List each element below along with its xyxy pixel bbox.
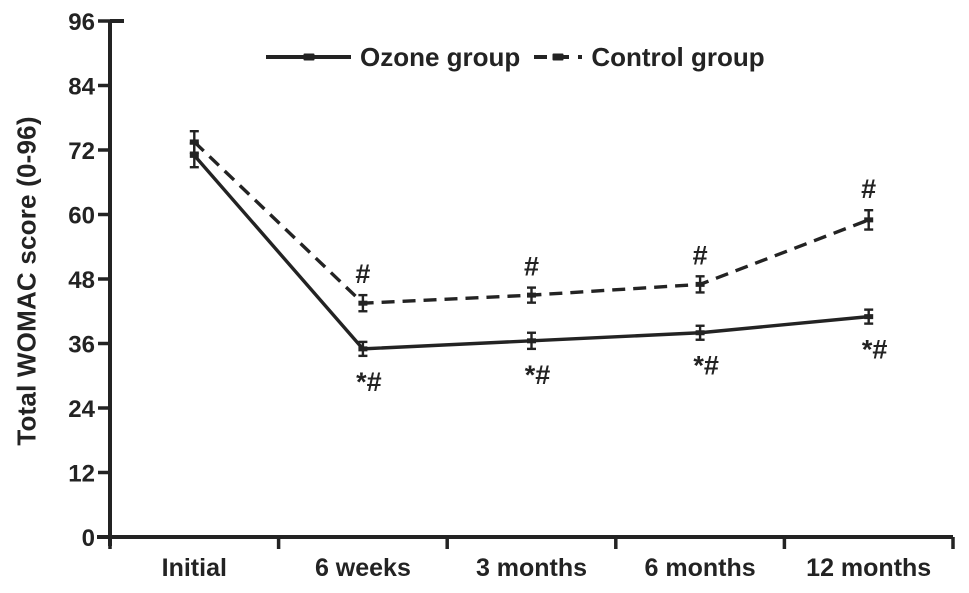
y-tick-label-24: 24 [68,396,95,423]
point-ozone-group-4-marker [864,314,874,320]
y-tick-label-48: 48 [68,267,95,294]
legend-label-control: Control group [591,41,765,72]
y-tick-label-12: 12 [68,461,95,488]
x-label-6-months: 6 months [645,554,756,582]
point-control-group-0-marker [189,139,199,145]
point-control-group-1-marker [358,300,368,306]
y-tick-label-36: 36 [68,332,95,359]
annotation-control-group-3: # [693,240,708,270]
annotation-ozone-group-4: *# [862,335,888,365]
x-label-initial: Initial [162,554,227,582]
ozone-marker-icon [303,53,314,61]
y-tick-label-72: 72 [68,138,95,165]
y-tick-label-96: 96 [68,9,95,36]
point-control-group-2-marker [527,292,536,298]
point-control-group-4-marker [864,217,874,223]
x-label-12-months: 12 months [806,554,931,582]
point-ozone-group-2-marker [527,338,536,344]
annotation-ozone-group-3: *# [693,351,719,381]
y-tick-label-0: 0 [82,525,95,552]
annotation-control-group-1: # [355,259,370,289]
x-label-3-months: 3 months [476,554,587,582]
annotation-ozone-group-2: *# [525,360,551,390]
control-marker-icon [552,53,564,61]
annotation-control-group-4: # [861,174,876,204]
y-tick-label-84: 84 [68,74,95,101]
legend-item-ozone-group: Ozone group [266,41,521,72]
annotation-ozone-group-1: *# [356,367,382,397]
annotation-control-group-2: # [524,252,539,282]
legend-item-control-group: Control group [534,41,765,72]
x-label-6-weeks: 6 weeks [315,554,411,582]
y-tick-label-60: 60 [68,203,95,230]
point-ozone-group-1-marker [358,346,368,352]
point-ozone-group-3-marker [695,330,705,336]
control-dashed-line-sample [534,53,583,61]
legend: Ozone group Control group [266,41,765,72]
point-ozone-group-0-marker [189,152,199,158]
point-control-group-3-marker [695,281,705,287]
y-axis-title: Total WOMAC score (0-96) [11,116,42,446]
legend-label-ozone: Ozone group [360,41,521,72]
ozone-solid-line-sample [266,53,351,61]
